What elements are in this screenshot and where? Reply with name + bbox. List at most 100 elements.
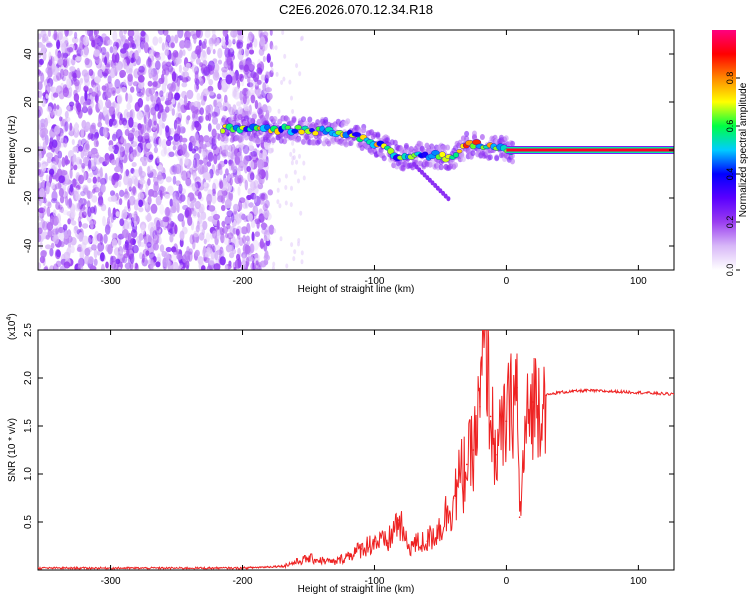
heatmap-noise-cell [136,110,143,121]
heatmap-ridge-halo [460,156,466,163]
heatmap-noise-cell [132,149,137,158]
heatmap-noise-cell [281,30,285,35]
snr-point [281,565,283,567]
heatmap-noise-cell [263,209,270,219]
heatmap-noise-cell [150,93,154,102]
heatmap-noise-cell [284,200,288,206]
heatmap-noise-cell [124,218,132,225]
heatmap-noise-cell [278,203,282,209]
heatmap-ridge-halo [307,116,313,123]
heatmap-noise-cell [112,144,119,150]
heatmap-noise-cell [111,159,117,166]
heatmap-noise-cell [155,228,161,239]
heatmap-ridge-halo [472,130,477,137]
heatmap-noise-cell [276,187,280,193]
heatmap-noise-cell [109,46,114,54]
heatmap-noise-cell [211,137,216,144]
heatmap-noise-cell [138,199,144,208]
snr-point [584,389,587,392]
heatmap-noise-cell [41,163,47,173]
heatmap-noise-cell [174,121,182,129]
heatmap-noise-cell [177,30,184,39]
heatmap-noise-cell [38,52,42,59]
heatmap-noise-cell [68,71,72,81]
snr-point [360,548,363,550]
snr-y-label: SNR (10 * v/v) [7,418,18,482]
heatmap-noise-cell [269,30,273,36]
heatmap-noise-cell [88,159,92,170]
heatmap-noise-cell [230,172,235,178]
heatmap-noise-cell [101,263,105,270]
heatmap-noise-cell [171,108,175,116]
heatmap-ridge-halo [453,162,458,169]
heatmap-noise-cell [161,69,166,76]
heatmap-noise-cell [45,234,50,240]
heatmap-noise-cell [57,30,64,39]
heatmap-noise-cell [63,261,71,269]
heatmap-noise-cell [126,102,132,111]
heatmap-noise-cell [277,108,281,114]
heatmap-ridge-halo [487,154,493,161]
snr-point [307,557,310,560]
heatmap-noise-cell [186,264,190,270]
heatmap-noise-cell [174,224,178,235]
heatmap-noise-cell [53,225,59,232]
heatmap-noise-cell [95,151,99,159]
heatmap-noise-cell [78,210,84,219]
heatmap-noise-cell [251,231,255,242]
heatmap-noise-cell [40,197,44,204]
heatmap-noise-cell [223,159,228,165]
heatmap-noise-cell [161,42,165,51]
heatmap-noise-cell [169,234,174,243]
heatmap-noise-cell [212,245,216,253]
heatmap-noise-cell [167,223,172,233]
heatmap-noise-cell [128,253,133,260]
heatmap-noise-cell [100,46,107,56]
heatmap-noise-cell [164,206,171,217]
heatmap-noise-cell [200,63,207,73]
heatmap-noise-cell [146,125,152,133]
heatmap-noise-cell [130,141,138,148]
heatmap-noise-cell [150,261,154,270]
heatmap-noise-cell [111,52,117,64]
heatmap-noise-cell [107,244,113,255]
heatmap-noise-cell [242,254,246,263]
snr-point [386,542,389,544]
heatmap-noise-cell [39,187,45,198]
heatmap-noise-cell [198,206,204,214]
heatmap-noise-cell [164,49,170,56]
heatmap-noise-cell [146,142,152,149]
heatmap-noise-cell [258,106,264,115]
heatmap-noise-cell [232,248,237,255]
heatmap-noise-cell [140,30,146,37]
heatmap-noise-cell [195,122,202,132]
heatmap-noise-cell [147,166,151,175]
heatmap-noise-cell [115,265,119,270]
heatmap-ridge-cell [294,124,302,130]
heatmap-noise-cell [200,99,206,106]
heatmap-noise-cell [49,128,56,139]
heatmap-noise-cell [105,261,109,269]
heatmap-noise-cell [148,72,153,79]
heatmap-noise-cell [277,177,281,183]
heatmap-noise-cell [60,206,64,214]
heatmap-noise-cell [291,109,295,114]
snr-y-tick-label: 0.5 [23,515,34,529]
heatmap-noise-cell [152,81,158,87]
heatmap-noise-cell [158,186,166,193]
heatmap-noise-cell [128,117,134,128]
heatmap-noise-cell [186,89,194,100]
heatmap-noise-cell [42,205,47,215]
heatmap-noise-cell [144,103,150,113]
heatmap-noise-cell [84,247,91,257]
heatmap-noise-cell [60,132,65,142]
heatmap-noise-cell [103,233,108,244]
heatmap-noise-cell [264,234,271,242]
heatmap-noise-cell [206,265,213,270]
heatmap-noise-cell [56,104,60,110]
heatmap-noise-cell [55,260,62,268]
heatmap-noise-cell [92,176,98,184]
heatmap-noise-cell [248,104,252,115]
heatmap-noise-cell [96,90,102,97]
heatmap-ridge-cell [264,124,271,131]
